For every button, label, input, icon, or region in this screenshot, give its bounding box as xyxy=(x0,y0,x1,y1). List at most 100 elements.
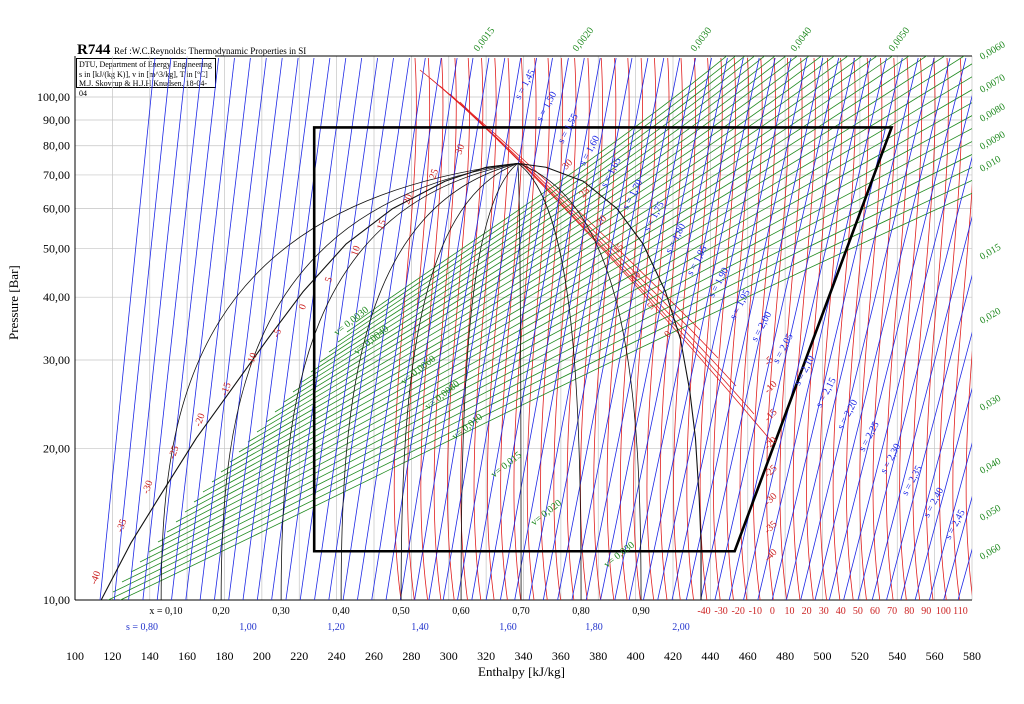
isochore-line xyxy=(202,56,946,493)
saturation-temp-label: -10 xyxy=(245,351,260,367)
isentrope-line xyxy=(228,57,299,600)
vapor-temp-label: 0 xyxy=(662,329,673,340)
temperature-axis-label: 100 xyxy=(936,606,951,617)
isentrope-label: s = 1,50 xyxy=(534,90,559,123)
isotherm-line xyxy=(420,57,444,600)
entropy-axis-label: 1,00 xyxy=(239,622,257,633)
quality-line xyxy=(340,162,518,600)
isochore-line xyxy=(265,56,836,423)
x-tick-label: 420 xyxy=(664,649,682,663)
isochore-line xyxy=(166,89,972,533)
isentrope-line xyxy=(328,57,410,600)
isentrope-line xyxy=(800,57,935,600)
x-tick-label: 120 xyxy=(103,649,121,663)
quality-line xyxy=(517,162,642,600)
entropy-axis-label: 1,60 xyxy=(499,622,517,633)
isentrope-line xyxy=(828,57,967,600)
saturation-temp-label: -25 xyxy=(167,444,182,460)
quality-label: 0,80 xyxy=(572,606,590,617)
quality-line xyxy=(280,162,518,600)
isochore-line xyxy=(139,128,972,563)
x-tick-label: 560 xyxy=(926,649,944,663)
isentrope-line xyxy=(242,57,315,600)
x-tick-label: 320 xyxy=(477,649,495,663)
isentrope-line xyxy=(843,94,972,600)
isochore-label: v= 0,0060 xyxy=(399,354,438,388)
isotherm-line xyxy=(952,183,972,600)
quality-line xyxy=(220,162,518,600)
saturation-temp-label: 20 xyxy=(401,193,415,206)
isentrope-line xyxy=(185,57,251,600)
isochore-line xyxy=(184,63,972,513)
isochore-right-label: 0,0090 xyxy=(978,129,1007,152)
isentrope-line xyxy=(171,57,235,600)
temperature-axis-label: 40 xyxy=(836,606,846,617)
isentrope-line xyxy=(871,215,972,600)
saturation-temp-label: 5 xyxy=(323,276,335,284)
isentrope-line xyxy=(786,57,919,600)
quality-label: 0,50 xyxy=(392,606,410,617)
quality-line xyxy=(400,162,519,600)
isentrope-line xyxy=(500,57,601,600)
info-box: DTU, Department of Energy Engineering s … xyxy=(76,58,216,98)
x-tick-label: 240 xyxy=(328,649,346,663)
quality-label: 0,20 xyxy=(212,606,230,617)
isochore-line xyxy=(157,102,972,543)
isentrope-line xyxy=(814,57,951,600)
y-tick-label: 90,00 xyxy=(43,113,70,127)
quality-line xyxy=(460,163,519,600)
isochore-line xyxy=(130,141,972,573)
saturation-temp-label: -20 xyxy=(193,412,208,428)
isotherm-line xyxy=(965,350,972,596)
isentrope-line xyxy=(113,57,172,600)
isotherm-line xyxy=(566,57,590,600)
x-tick-label: 300 xyxy=(440,649,458,663)
isentrope-line xyxy=(857,156,972,600)
isentrope-label: s = 2,15 xyxy=(814,376,839,409)
isentrope-line xyxy=(128,57,188,600)
isochore-label: v= 0,0030 xyxy=(332,305,371,339)
isentrope-label: s = 1,45 xyxy=(513,68,538,101)
isotherm-line xyxy=(912,57,936,600)
isentrope-line xyxy=(557,57,665,600)
vapor-temp-label: -25 xyxy=(762,463,779,480)
quality-line xyxy=(160,162,518,600)
plot-area xyxy=(99,56,972,600)
isotherm-line xyxy=(885,57,909,600)
chart-title: R744 xyxy=(77,42,111,58)
isochore-top-label: 0,0040 xyxy=(789,25,815,53)
quality-line xyxy=(517,163,582,600)
isentrope-line xyxy=(585,57,696,600)
isochore-line xyxy=(292,56,798,393)
isochore-line xyxy=(238,56,878,453)
isentrope-line xyxy=(485,57,585,600)
temperature-axis-label: -30 xyxy=(714,606,727,617)
isochore-line xyxy=(229,56,894,463)
x-tick-label: 480 xyxy=(776,649,794,663)
isochore-line xyxy=(193,56,965,503)
isochore-right-label: 0,0060 xyxy=(978,39,1007,62)
isentrope-line xyxy=(514,57,617,600)
isentrope-label: s = 2,20 xyxy=(835,398,860,431)
isochore-top-label: 0,0020 xyxy=(571,25,597,53)
saturation-temp-label: 30 xyxy=(453,143,467,156)
isentrope-line xyxy=(428,57,522,600)
isochore-line xyxy=(119,192,972,600)
isochore-line xyxy=(148,115,972,553)
isochore-top-label: 0,0030 xyxy=(689,25,715,53)
entropy-axis-label: 1,40 xyxy=(411,622,429,633)
isotherm-arc xyxy=(439,85,737,387)
saturation-temp-label: 15 xyxy=(375,218,389,231)
x-tick-label: 260 xyxy=(365,649,383,663)
y-tick-label: 10,00 xyxy=(43,593,70,607)
isentropes xyxy=(99,57,972,600)
x-tick-label: 540 xyxy=(888,649,906,663)
isochore-right-label: 0,015 xyxy=(978,242,1003,263)
x-axis-label: Enthalpy [kJ/kg] xyxy=(478,664,566,679)
x-tick-label: 520 xyxy=(851,649,869,663)
isentrope-label: s = 2,10 xyxy=(792,354,817,387)
isentrope-line xyxy=(600,57,712,600)
isentrope-line xyxy=(142,57,204,600)
saturation-temp-label: 25 xyxy=(427,168,441,181)
